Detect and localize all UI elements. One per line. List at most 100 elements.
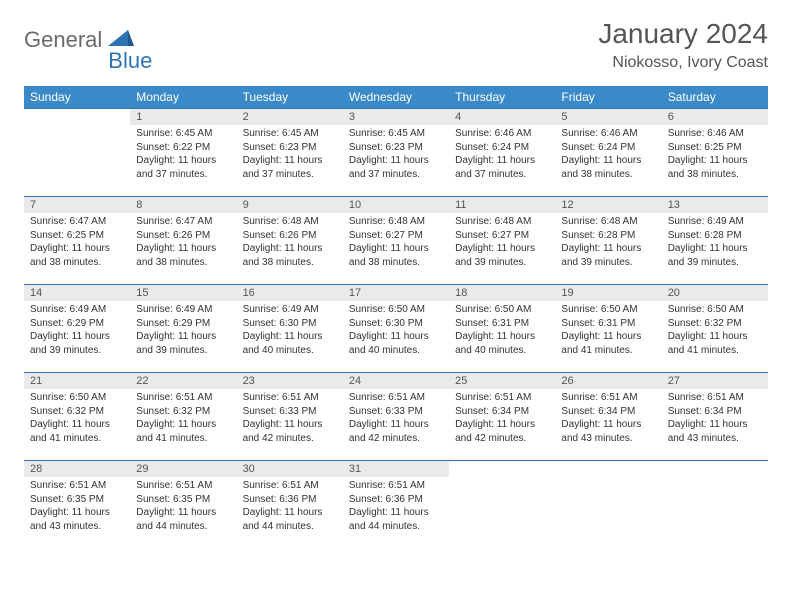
calendar-day-cell: [662, 461, 768, 549]
daylight-line2: and 40 minutes.: [455, 344, 549, 358]
daylight-line2: and 42 minutes.: [455, 432, 549, 446]
brand-part1: General: [24, 27, 102, 53]
day-number: 24: [343, 373, 449, 389]
sunset-line: Sunset: 6:31 PM: [455, 317, 549, 331]
daylight-line1: Daylight: 11 hours: [668, 418, 762, 432]
daylight-line1: Daylight: 11 hours: [136, 330, 230, 344]
day-details: Sunrise: 6:50 AMSunset: 6:32 PMDaylight:…: [24, 389, 130, 449]
sunrise-line: Sunrise: 6:50 AM: [455, 303, 549, 317]
sunrise-line: Sunrise: 6:49 AM: [243, 303, 337, 317]
calendar-day-cell: 25Sunrise: 6:51 AMSunset: 6:34 PMDayligh…: [449, 373, 555, 461]
day-details: Sunrise: 6:50 AMSunset: 6:31 PMDaylight:…: [449, 301, 555, 361]
daylight-line1: Daylight: 11 hours: [349, 242, 443, 256]
sunset-line: Sunset: 6:35 PM: [136, 493, 230, 507]
day-number: 5: [555, 109, 661, 125]
day-details: Sunrise: 6:51 AMSunset: 6:33 PMDaylight:…: [343, 389, 449, 449]
day-details: Sunrise: 6:51 AMSunset: 6:34 PMDaylight:…: [662, 389, 768, 449]
sunset-line: Sunset: 6:34 PM: [455, 405, 549, 419]
daylight-line1: Daylight: 11 hours: [243, 418, 337, 432]
day-number: 22: [130, 373, 236, 389]
sunrise-line: Sunrise: 6:49 AM: [668, 215, 762, 229]
sunrise-line: Sunrise: 6:45 AM: [136, 127, 230, 141]
calendar-day-cell: [449, 461, 555, 549]
sunrise-line: Sunrise: 6:45 AM: [243, 127, 337, 141]
weekday-header: Sunday: [24, 86, 130, 109]
sunset-line: Sunset: 6:33 PM: [349, 405, 443, 419]
daylight-line2: and 41 minutes.: [30, 432, 124, 446]
day-details: Sunrise: 6:45 AMSunset: 6:22 PMDaylight:…: [130, 125, 236, 185]
daylight-line1: Daylight: 11 hours: [668, 330, 762, 344]
sunrise-line: Sunrise: 6:46 AM: [668, 127, 762, 141]
calendar-day-cell: 23Sunrise: 6:51 AMSunset: 6:33 PMDayligh…: [237, 373, 343, 461]
daylight-line1: Daylight: 11 hours: [136, 418, 230, 432]
daylight-line1: Daylight: 11 hours: [243, 242, 337, 256]
day-details: Sunrise: 6:48 AMSunset: 6:26 PMDaylight:…: [237, 213, 343, 273]
daylight-line1: Daylight: 11 hours: [561, 242, 655, 256]
calendar-week-row: 7Sunrise: 6:47 AMSunset: 6:25 PMDaylight…: [24, 197, 768, 285]
calendar-day-cell: 30Sunrise: 6:51 AMSunset: 6:36 PMDayligh…: [237, 461, 343, 549]
daylight-line2: and 39 minutes.: [136, 344, 230, 358]
day-number: 26: [555, 373, 661, 389]
calendar-day-cell: 6Sunrise: 6:46 AMSunset: 6:25 PMDaylight…: [662, 109, 768, 197]
sunset-line: Sunset: 6:25 PM: [668, 141, 762, 155]
day-number: 12: [555, 197, 661, 213]
sunset-line: Sunset: 6:34 PM: [561, 405, 655, 419]
daylight-line2: and 37 minutes.: [136, 168, 230, 182]
day-number: 10: [343, 197, 449, 213]
sunrise-line: Sunrise: 6:51 AM: [243, 391, 337, 405]
daylight-line1: Daylight: 11 hours: [668, 242, 762, 256]
sunset-line: Sunset: 6:26 PM: [243, 229, 337, 243]
daylight-line2: and 43 minutes.: [561, 432, 655, 446]
day-details: Sunrise: 6:47 AMSunset: 6:26 PMDaylight:…: [130, 213, 236, 273]
day-number: 20: [662, 285, 768, 301]
calendar-day-cell: 14Sunrise: 6:49 AMSunset: 6:29 PMDayligh…: [24, 285, 130, 373]
calendar-day-cell: 31Sunrise: 6:51 AMSunset: 6:36 PMDayligh…: [343, 461, 449, 549]
day-details: Sunrise: 6:49 AMSunset: 6:29 PMDaylight:…: [130, 301, 236, 361]
calendar-day-cell: 13Sunrise: 6:49 AMSunset: 6:28 PMDayligh…: [662, 197, 768, 285]
calendar-day-cell: [555, 461, 661, 549]
day-details: Sunrise: 6:48 AMSunset: 6:27 PMDaylight:…: [343, 213, 449, 273]
daylight-line1: Daylight: 11 hours: [30, 330, 124, 344]
daylight-line1: Daylight: 11 hours: [30, 506, 124, 520]
day-number: 13: [662, 197, 768, 213]
weekday-header: Saturday: [662, 86, 768, 109]
daylight-line1: Daylight: 11 hours: [455, 242, 549, 256]
day-details: Sunrise: 6:48 AMSunset: 6:27 PMDaylight:…: [449, 213, 555, 273]
sunset-line: Sunset: 6:36 PM: [349, 493, 443, 507]
weekday-header: Friday: [555, 86, 661, 109]
day-number: 25: [449, 373, 555, 389]
sunset-line: Sunset: 6:30 PM: [349, 317, 443, 331]
day-number: 7: [24, 197, 130, 213]
day-number: 18: [449, 285, 555, 301]
day-number: 14: [24, 285, 130, 301]
sunrise-line: Sunrise: 6:51 AM: [136, 391, 230, 405]
sunset-line: Sunset: 6:28 PM: [668, 229, 762, 243]
sunrise-line: Sunrise: 6:50 AM: [349, 303, 443, 317]
sunrise-line: Sunrise: 6:50 AM: [668, 303, 762, 317]
daylight-line1: Daylight: 11 hours: [668, 154, 762, 168]
calendar-day-cell: 17Sunrise: 6:50 AMSunset: 6:30 PMDayligh…: [343, 285, 449, 373]
sunrise-line: Sunrise: 6:45 AM: [349, 127, 443, 141]
daylight-line2: and 44 minutes.: [136, 520, 230, 534]
sunset-line: Sunset: 6:25 PM: [30, 229, 124, 243]
day-number: 15: [130, 285, 236, 301]
day-details: Sunrise: 6:51 AMSunset: 6:35 PMDaylight:…: [130, 477, 236, 537]
sunset-line: Sunset: 6:32 PM: [668, 317, 762, 331]
calendar-day-cell: 15Sunrise: 6:49 AMSunset: 6:29 PMDayligh…: [130, 285, 236, 373]
sunrise-line: Sunrise: 6:51 AM: [243, 479, 337, 493]
day-number: 1: [130, 109, 236, 125]
calendar-week-row: 21Sunrise: 6:50 AMSunset: 6:32 PMDayligh…: [24, 373, 768, 461]
daylight-line1: Daylight: 11 hours: [455, 418, 549, 432]
daylight-line2: and 38 minutes.: [30, 256, 124, 270]
sunset-line: Sunset: 6:22 PM: [136, 141, 230, 155]
day-details: Sunrise: 6:51 AMSunset: 6:32 PMDaylight:…: [130, 389, 236, 449]
daylight-line2: and 44 minutes.: [349, 520, 443, 534]
calendar-day-cell: 21Sunrise: 6:50 AMSunset: 6:32 PMDayligh…: [24, 373, 130, 461]
day-number: 4: [449, 109, 555, 125]
daylight-line1: Daylight: 11 hours: [349, 330, 443, 344]
day-details: Sunrise: 6:49 AMSunset: 6:28 PMDaylight:…: [662, 213, 768, 273]
sunset-line: Sunset: 6:34 PM: [668, 405, 762, 419]
daylight-line2: and 42 minutes.: [349, 432, 443, 446]
sunset-line: Sunset: 6:29 PM: [30, 317, 124, 331]
daylight-line1: Daylight: 11 hours: [136, 506, 230, 520]
